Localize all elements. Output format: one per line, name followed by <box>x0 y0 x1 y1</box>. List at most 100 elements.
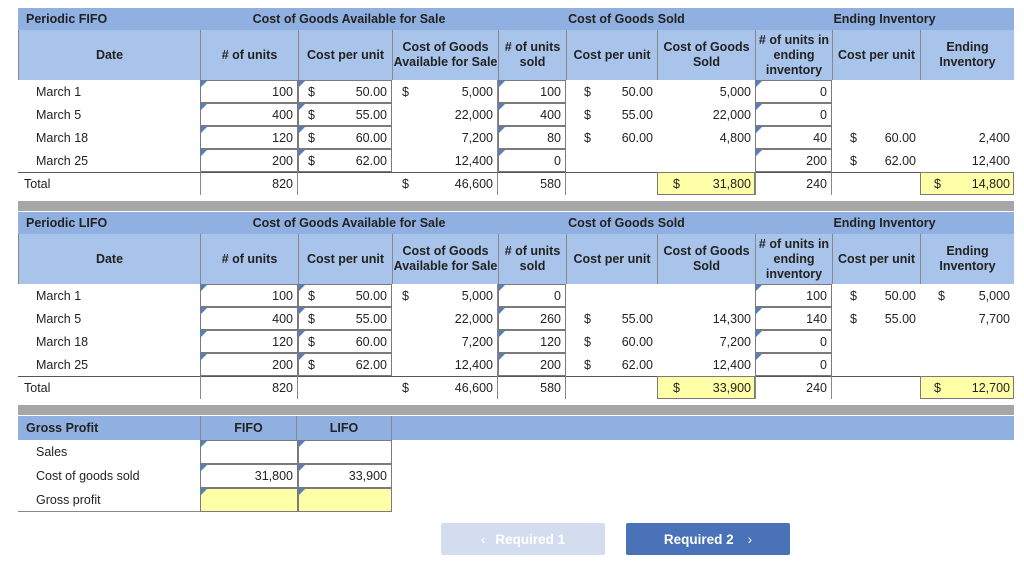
required-2-button[interactable]: Required 2 › <box>626 523 790 555</box>
row-date-text: March 5 <box>36 311 82 326</box>
units-ending-input-text: 0 <box>820 84 827 99</box>
fifo-col-cogafs-text: Cost of Goods Available for Sale <box>393 40 498 69</box>
units-input[interactable]: 200 <box>200 353 298 376</box>
units-ending-input[interactable]: 140 <box>755 307 832 330</box>
cost-per-unit-input-text: 50.00 <box>355 84 387 99</box>
row-date-text: March 18 <box>36 130 89 145</box>
dollar-sign-text: $ <box>850 311 857 326</box>
dollar-sign: $ <box>846 126 866 149</box>
dollar-sign: $ <box>580 330 600 353</box>
cost-per-unit-input[interactable]: 55.00 <box>298 307 392 330</box>
lifo-col-cogs-text: Cost of Goods Sold <box>663 244 750 273</box>
units-sold-input[interactable]: 100 <box>498 80 566 103</box>
units-sold-input[interactable]: 200 <box>498 353 566 376</box>
row-date: March 25 <box>32 353 182 376</box>
units-input[interactable]: 120 <box>200 126 298 149</box>
lifo-col-cpu-text: Cost per unit <box>306 251 385 266</box>
total-ending-highlight <box>920 376 1014 399</box>
lifo-col-units-end: # of units in ending inventory <box>755 234 832 284</box>
dollar-sign-text: $ <box>934 176 941 191</box>
row-date-text: March 5 <box>36 107 82 122</box>
gross-profit-fifo-input[interactable] <box>200 488 298 512</box>
cost-per-unit-input-text: 55.00 <box>355 107 387 122</box>
units-ending-input[interactable]: 0 <box>755 80 832 103</box>
units-input[interactable]: 120 <box>200 330 298 353</box>
units-sold-input-text: 0 <box>554 153 561 168</box>
units-input[interactable]: 100 <box>200 80 298 103</box>
units-sold-input-text: 260 <box>540 311 561 326</box>
lifo-col-units: # of units <box>200 234 298 284</box>
units-sold-input[interactable]: 0 <box>498 149 566 172</box>
dollar-sign-text: $ <box>673 380 680 395</box>
cost-per-unit-input[interactable]: 60.00 <box>298 126 392 149</box>
dollar-sign-text: $ <box>308 288 315 303</box>
lifo-col-cogafs-text: Cost of Goods Available for Sale <box>393 244 498 273</box>
fifo-col-end-inv-text: Ending Inventory <box>939 40 996 69</box>
total-ending-inventory-text: 14,800 <box>971 176 1010 191</box>
dollar-sign-text: $ <box>402 84 409 99</box>
gross-profit-lifo-input[interactable] <box>298 440 392 464</box>
cost-per-unit-ending-text: 55.00 <box>884 311 916 326</box>
ending-inventory-value: 5,000 <box>920 284 1014 307</box>
chevron-left-icon: ‹ <box>480 531 486 547</box>
row-date-text: March 25 <box>36 153 89 168</box>
gross-profit-lifo-input-text: 33,900 <box>348 469 387 483</box>
fifo-col-cpu-sold-text: Cost per unit <box>573 47 651 62</box>
units-sold-input[interactable]: 80 <box>498 126 566 149</box>
cost-per-unit-input-text: 60.00 <box>355 130 387 145</box>
ending-inventory-value <box>920 353 1014 376</box>
units-input[interactable]: 400 <box>200 307 298 330</box>
fifo-group-sold: Cost of Goods Sold <box>498 8 755 30</box>
total-units-sold-text: 580 <box>540 176 561 191</box>
units-sold-input[interactable]: 120 <box>498 330 566 353</box>
cost-per-unit-ending-text: 60.00 <box>884 130 916 145</box>
gross-profit-fifo-input[interactable] <box>200 440 298 464</box>
row-date: March 1 <box>32 80 182 103</box>
fifo-title-text: Periodic FIFO <box>26 12 108 26</box>
cost-per-unit-input[interactable]: 62.00 <box>298 353 392 376</box>
units-ending-input[interactable]: 0 <box>755 103 832 126</box>
dollar-sign: $ <box>304 353 324 376</box>
units-sold-input[interactable]: 400 <box>498 103 566 126</box>
cogafs-value-text: 22,000 <box>454 107 493 122</box>
dollar-sign-text: $ <box>402 380 409 395</box>
gross-profit-title-text: Gross Profit <box>26 421 99 435</box>
cogs-value: 14,300 <box>657 307 755 330</box>
units-input-text: 200 <box>272 153 293 168</box>
units-sold-input[interactable]: 260 <box>498 307 566 330</box>
gross-profit-col-fifo: FIFO <box>200 416 296 440</box>
cost-per-unit-input[interactable]: 50.00 <box>298 284 392 307</box>
units-sold-input[interactable]: 0 <box>498 284 566 307</box>
cost-per-unit-input[interactable]: 60.00 <box>298 330 392 353</box>
cogafs-value: 12,400 <box>392 149 498 172</box>
gross-profit-fifo-input-text: 31,800 <box>254 469 293 483</box>
gross-profit-lifo-input[interactable]: 33,900 <box>298 464 392 488</box>
cost-per-unit-ending <box>832 80 920 103</box>
units-ending-input[interactable]: 100 <box>755 284 832 307</box>
total-label: Total <box>20 172 170 195</box>
cost-per-unit-input[interactable]: 50.00 <box>298 80 392 103</box>
units-ending-input[interactable]: 40 <box>755 126 832 149</box>
dollar-sign: $ <box>846 307 866 330</box>
lifo-title-text: Periodic LIFO <box>26 216 108 230</box>
units-input[interactable]: 400 <box>200 103 298 126</box>
units-ending-input[interactable]: 0 <box>755 330 832 353</box>
cogs-value-text: 4,800 <box>719 130 751 145</box>
total-units-sold-text: 580 <box>540 380 561 395</box>
units-ending-input[interactable]: 0 <box>755 353 832 376</box>
cost-per-unit-input[interactable]: 62.00 <box>298 149 392 172</box>
gross-profit-lifo-input[interactable] <box>298 488 392 512</box>
gross-profit-fifo-input[interactable]: 31,800 <box>200 464 298 488</box>
lifo-col-cpu: Cost per unit <box>298 234 392 284</box>
units-input-text: 120 <box>272 334 293 349</box>
dollar-sign: $ <box>304 330 324 353</box>
cost-per-unit-ending: 62.00 <box>832 149 920 172</box>
units-ending-input[interactable]: 200 <box>755 149 832 172</box>
units-input[interactable]: 100 <box>200 284 298 307</box>
cogafs-value: 5,000 <box>392 80 498 103</box>
units-input[interactable]: 200 <box>200 149 298 172</box>
fifo-group-available: Cost of Goods Available for Sale <box>200 8 498 30</box>
total-ending-inventory: 12,700 <box>920 376 1014 399</box>
required-1-button[interactable]: ‹ Required 1 <box>441 523 605 555</box>
cost-per-unit-input[interactable]: 55.00 <box>298 103 392 126</box>
